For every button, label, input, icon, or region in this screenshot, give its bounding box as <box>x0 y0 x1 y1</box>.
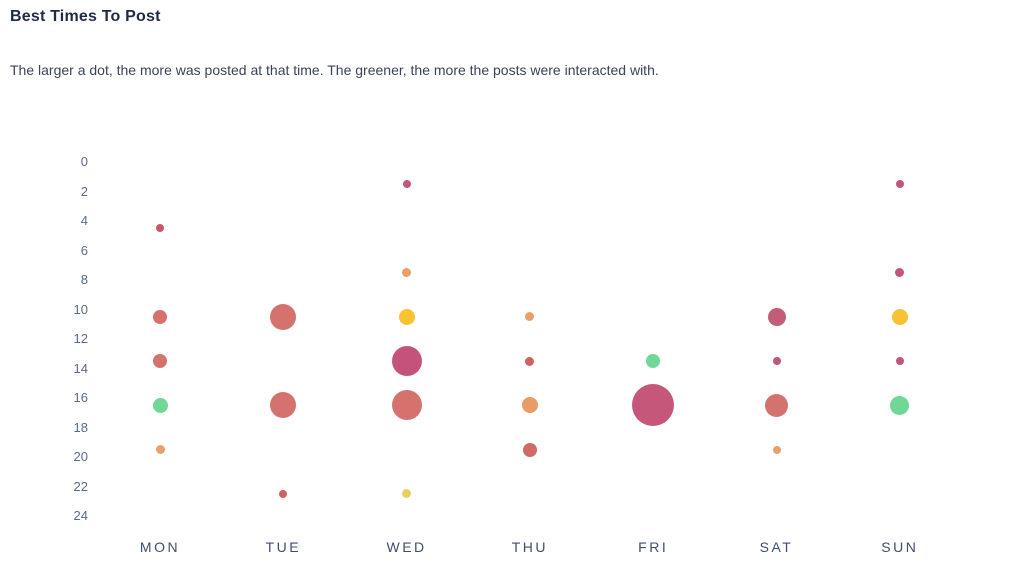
bubble-thu-19-5 <box>522 442 537 457</box>
bubble-fri-16-5 <box>632 384 675 427</box>
y-axis-tick-6: 6 <box>80 242 88 258</box>
bubble-tue-10-5 <box>270 303 297 330</box>
y-axis-tick-10: 10 <box>73 301 88 317</box>
bubble-sun-16-5 <box>890 395 910 415</box>
bubble-fri-13-5 <box>646 354 661 369</box>
bubble-mon-4-5 <box>156 224 164 233</box>
bubble-mon-10-5 <box>153 309 167 324</box>
chart-subtitle: The larger a dot, the more was posted at… <box>10 62 659 78</box>
x-axis-label-sat: SAT <box>759 539 794 555</box>
bubble-wed-7-5 <box>402 268 412 278</box>
bubble-tue-22-5 <box>279 489 288 498</box>
y-axis-tick-12: 12 <box>73 331 88 346</box>
y-axis-tick-0: 0 <box>80 154 88 169</box>
x-axis-label-wed: WED <box>386 539 427 555</box>
y-axis-tick-4: 4 <box>80 213 88 228</box>
x-axis-label-sun: SUN <box>881 539 919 555</box>
x-axis-label-mon: MON <box>139 539 181 555</box>
bubble-thu-13-5 <box>525 356 535 366</box>
bubble-mon-13-5 <box>153 354 167 369</box>
bubble-sat-16-5 <box>765 393 788 417</box>
bubble-sun-13-5 <box>895 357 904 366</box>
y-axis-tick-8: 8 <box>80 272 88 287</box>
bubble-wed-13-5 <box>391 346 422 377</box>
bubble-sun-10-5 <box>891 308 908 325</box>
bubble-sun-1-5 <box>895 180 904 189</box>
x-axis-label-fri: FRI <box>638 539 669 555</box>
bubble-wed-22-5 <box>402 489 412 499</box>
bubble-wed-10-5 <box>398 308 415 325</box>
y-axis-tick-22: 22 <box>73 478 88 494</box>
y-axis-tick-20: 20 <box>73 449 88 464</box>
bubble-wed-1-5 <box>402 180 411 189</box>
bubble-sat-19-5 <box>772 445 781 454</box>
y-axis-tick-18: 18 <box>73 419 88 435</box>
x-axis-label-thu: THU <box>511 539 549 555</box>
bubble-thu-16-5 <box>521 397 538 414</box>
y-axis-tick-16: 16 <box>73 390 88 405</box>
bubble-sun-7-5 <box>895 268 905 278</box>
bubble-sat-10-5 <box>767 307 786 326</box>
bubble-mon-16-5 <box>152 397 168 413</box>
bubble-thu-10-5 <box>525 312 535 322</box>
page-title: Best Times To Post <box>10 8 161 25</box>
x-axis-label-tue: TUE <box>265 539 302 555</box>
y-axis-tick-2: 2 <box>80 183 88 199</box>
bubble-mon-19-5 <box>155 445 165 455</box>
bubble-wed-16-5 <box>391 390 422 421</box>
bubble-tue-16-5 <box>270 392 297 419</box>
y-axis-tick-24: 24 <box>73 508 88 523</box>
y-axis-tick-14: 14 <box>73 360 88 376</box>
bubble-sat-13-5 <box>772 357 781 366</box>
